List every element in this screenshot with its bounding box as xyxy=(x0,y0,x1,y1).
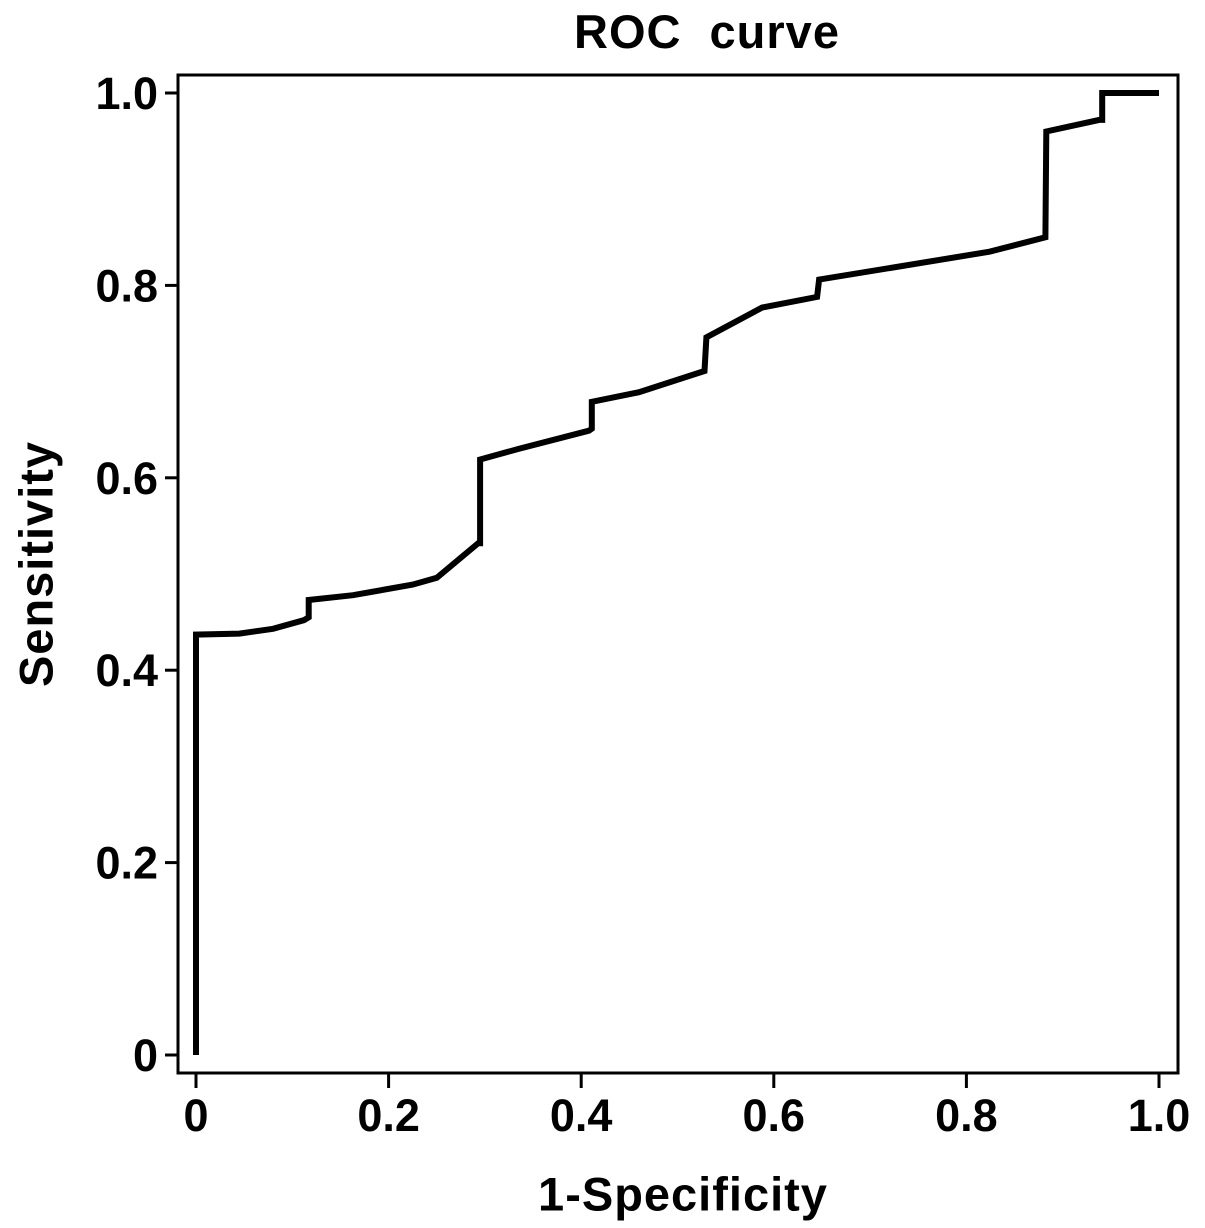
y-tick-label: 1.0 xyxy=(95,68,158,119)
x-axis-label: 1-Specificity xyxy=(538,1167,828,1221)
y-tick-label: 0.2 xyxy=(95,838,158,889)
x-tick-label: 0.2 xyxy=(357,1090,420,1141)
x-tick-label: 0.8 xyxy=(935,1090,998,1141)
x-tick-label: 0.6 xyxy=(743,1090,806,1141)
y-tick-label: 0.4 xyxy=(95,645,158,696)
plot-frame xyxy=(176,73,1180,1075)
y-tick-label: 0.6 xyxy=(95,453,158,504)
chart-title: ROC curve xyxy=(574,5,840,58)
y-tick-label: 0 xyxy=(133,1030,158,1081)
y-tick-label: 0.8 xyxy=(95,260,158,311)
x-tick-label: 0 xyxy=(183,1090,208,1141)
roc-curve-line xyxy=(193,90,1159,1055)
x-tick-label: 1.0 xyxy=(1128,1090,1191,1141)
x-tick-label: 0.4 xyxy=(550,1090,613,1141)
y-axis-label: Sensitivity xyxy=(9,440,63,688)
